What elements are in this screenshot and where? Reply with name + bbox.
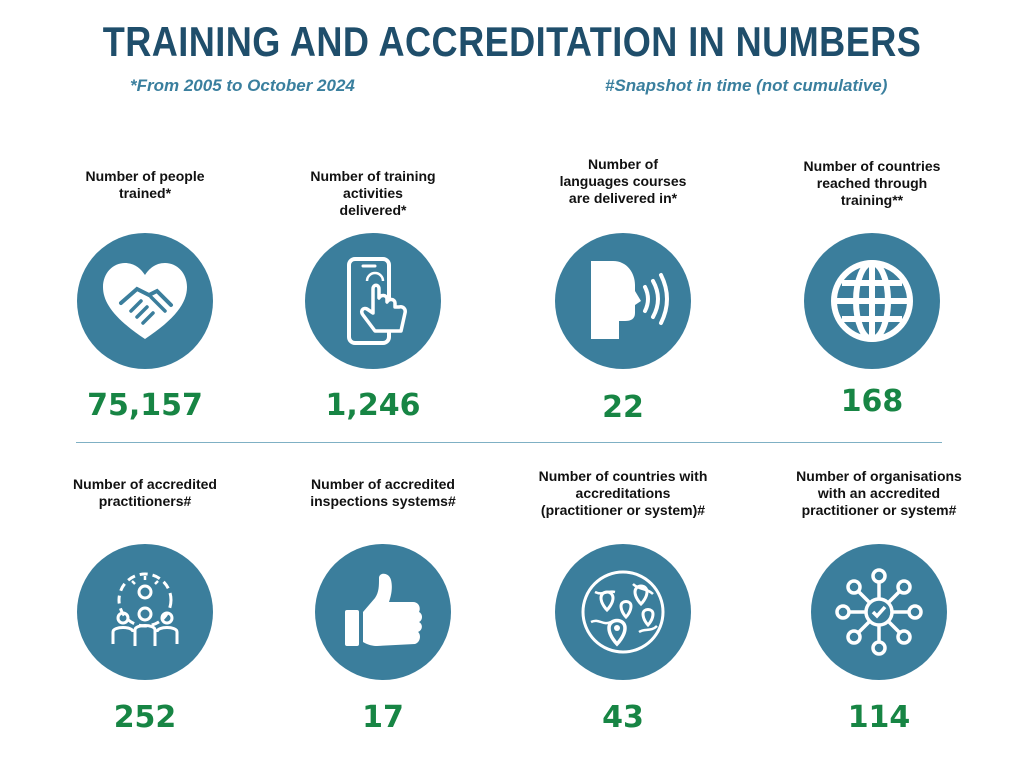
stat-icon-circle <box>77 544 213 680</box>
stat-icon-circle <box>804 233 940 369</box>
heart-handshake-icon <box>103 263 187 339</box>
stat-value: 22 <box>602 390 644 425</box>
stat-languages: Number of languages courses are delivere… <box>523 152 723 430</box>
stat-icon-circle <box>555 233 691 369</box>
team-gear-icon <box>111 572 179 646</box>
stat-icon-circle <box>555 544 691 680</box>
stat-label: Number of people trained* <box>85 168 205 201</box>
stat-icon-circle <box>315 544 451 680</box>
stat-training-activities: Number of training activities delivered*… <box>273 160 473 430</box>
date-range-note: *From 2005 to October 2024 <box>130 76 355 95</box>
stat-countries-reached: Number of countries reached through trai… <box>772 152 972 430</box>
stat-icon-circle <box>305 233 441 369</box>
page-title: TRAINING AND ACCREDITATION IN NUMBERS <box>102 18 922 65</box>
stat-accredited-practitioners: Number of accredited practitioners# 252 <box>45 470 245 740</box>
stat-value: 75,157 <box>87 388 203 423</box>
stat-icon-circle <box>811 544 947 680</box>
map-pins-globe-icon <box>581 570 665 654</box>
stat-value: 43 <box>602 700 644 735</box>
stat-value: 168 <box>840 384 904 419</box>
stat-people-trained: Number of people trained* 75,157 <box>45 160 245 430</box>
stat-accredited-organisations: Number of organisations with an accredit… <box>779 466 979 740</box>
snapshot-note: #Snapshot in time (not cumulative) <box>605 76 888 95</box>
stat-accredited-systems: Number of accredited inspections systems… <box>283 470 483 740</box>
section-divider <box>76 442 942 443</box>
stat-label: Number of accredited practitioners# <box>73 476 217 509</box>
stat-label: Number of organisations with an accredit… <box>796 468 962 518</box>
thumbs-up-icon <box>345 573 422 646</box>
stat-value: 1,246 <box>325 388 421 423</box>
stat-value: 252 <box>113 700 177 735</box>
network-check-icon <box>835 568 923 656</box>
stat-icon-circle <box>77 233 213 369</box>
stat-label: Number of languages courses are delivere… <box>559 156 687 206</box>
stat-label: Number of countries reached through trai… <box>803 158 941 208</box>
phone-tap-icon <box>347 257 407 345</box>
stat-label: Number of accredited inspections systems… <box>310 476 456 509</box>
stat-value: 17 <box>362 700 404 735</box>
globe-icon <box>831 260 913 342</box>
stat-value: 114 <box>847 700 911 735</box>
stat-label: Number of countries with accreditations … <box>538 468 708 518</box>
stat-label: Number of training activities delivered* <box>310 168 436 218</box>
speaking-head-icon <box>591 261 669 339</box>
stat-countries-accreditations: Number of countries with accreditations … <box>523 466 723 740</box>
